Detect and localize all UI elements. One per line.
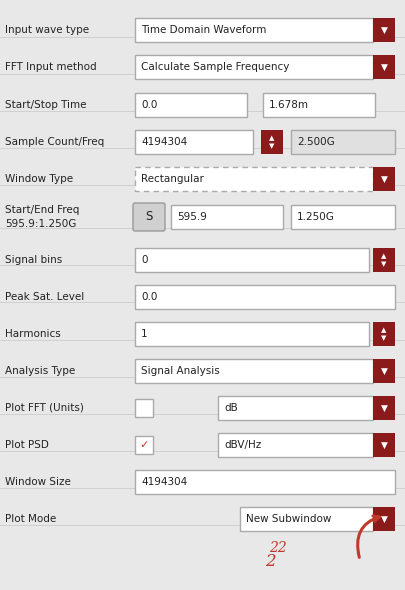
FancyBboxPatch shape [135, 359, 372, 383]
Text: dBV/Hz: dBV/Hz [224, 440, 260, 450]
FancyBboxPatch shape [135, 248, 368, 272]
FancyBboxPatch shape [372, 359, 394, 383]
Text: 2.500G: 2.500G [296, 137, 334, 147]
Text: Plot FFT (Units): Plot FFT (Units) [5, 403, 84, 413]
Text: ▼: ▼ [379, 25, 386, 34]
Text: Signal bins: Signal bins [5, 255, 62, 265]
Text: ▲: ▲ [380, 253, 386, 258]
FancyBboxPatch shape [133, 203, 164, 231]
Text: Calculate Sample Frequency: Calculate Sample Frequency [141, 62, 289, 72]
Text: Signal Analysis: Signal Analysis [141, 366, 219, 376]
Text: ▼: ▼ [380, 261, 386, 267]
Text: 595.9:1.250G: 595.9:1.250G [5, 219, 76, 229]
Text: 0.0: 0.0 [141, 100, 157, 110]
FancyBboxPatch shape [135, 322, 368, 346]
FancyBboxPatch shape [262, 93, 374, 117]
Text: 4194304: 4194304 [141, 477, 187, 487]
Text: S: S [145, 211, 152, 224]
FancyBboxPatch shape [372, 248, 394, 272]
Text: ▼: ▼ [379, 404, 386, 412]
Text: 2: 2 [264, 553, 275, 571]
FancyBboxPatch shape [135, 167, 372, 191]
FancyBboxPatch shape [372, 55, 394, 79]
Text: dB: dB [224, 403, 237, 413]
Text: Start/Stop Time: Start/Stop Time [5, 100, 86, 110]
Text: ▼: ▼ [379, 514, 386, 523]
Text: 1.250G: 1.250G [296, 212, 334, 222]
Text: ▲: ▲ [269, 135, 274, 140]
Text: 4194304: 4194304 [141, 137, 187, 147]
FancyBboxPatch shape [135, 18, 372, 42]
Text: Time Domain Waveform: Time Domain Waveform [141, 25, 266, 35]
FancyBboxPatch shape [135, 285, 394, 309]
FancyBboxPatch shape [135, 55, 372, 79]
FancyBboxPatch shape [135, 436, 153, 454]
FancyBboxPatch shape [372, 507, 394, 531]
Text: Plot PSD: Plot PSD [5, 440, 49, 450]
Text: ▼: ▼ [379, 441, 386, 450]
Text: Start/End Freq: Start/End Freq [5, 205, 79, 215]
Text: ▼: ▼ [380, 335, 386, 342]
FancyBboxPatch shape [290, 130, 394, 154]
Text: 1: 1 [141, 329, 147, 339]
Text: Sample Count/Freq: Sample Count/Freq [5, 137, 104, 147]
Text: 0.0: 0.0 [141, 292, 157, 302]
FancyBboxPatch shape [135, 130, 252, 154]
Text: New Subwindow: New Subwindow [245, 514, 330, 524]
Text: Analysis Type: Analysis Type [5, 366, 75, 376]
Text: Window Type: Window Type [5, 174, 73, 184]
Text: ▼: ▼ [379, 175, 386, 183]
FancyBboxPatch shape [290, 205, 394, 229]
Text: Window Size: Window Size [5, 477, 71, 487]
FancyBboxPatch shape [372, 433, 394, 457]
FancyBboxPatch shape [239, 507, 372, 531]
Text: FFT Input method: FFT Input method [5, 62, 96, 72]
FancyBboxPatch shape [372, 18, 394, 42]
Text: Plot Mode: Plot Mode [5, 514, 56, 524]
Text: ▼: ▼ [379, 366, 386, 375]
Text: 0: 0 [141, 255, 147, 265]
FancyBboxPatch shape [372, 167, 394, 191]
FancyBboxPatch shape [217, 433, 372, 457]
Text: Harmonics: Harmonics [5, 329, 61, 339]
Text: Input wave type: Input wave type [5, 25, 89, 35]
FancyBboxPatch shape [135, 93, 246, 117]
Text: Rectangular: Rectangular [141, 174, 203, 184]
Text: ▼: ▼ [379, 63, 386, 71]
FancyBboxPatch shape [372, 396, 394, 420]
Text: 595.9: 595.9 [177, 212, 207, 222]
Text: ▲: ▲ [380, 327, 386, 333]
Text: Peak Sat. Level: Peak Sat. Level [5, 292, 84, 302]
FancyBboxPatch shape [372, 322, 394, 346]
FancyBboxPatch shape [217, 396, 372, 420]
Text: ▼: ▼ [269, 143, 274, 149]
FancyBboxPatch shape [135, 399, 153, 417]
Text: 22: 22 [269, 541, 286, 555]
FancyBboxPatch shape [171, 205, 282, 229]
Text: ✓: ✓ [139, 440, 148, 450]
Text: 1.678m: 1.678m [269, 100, 308, 110]
FancyBboxPatch shape [260, 130, 282, 154]
FancyBboxPatch shape [135, 470, 394, 494]
